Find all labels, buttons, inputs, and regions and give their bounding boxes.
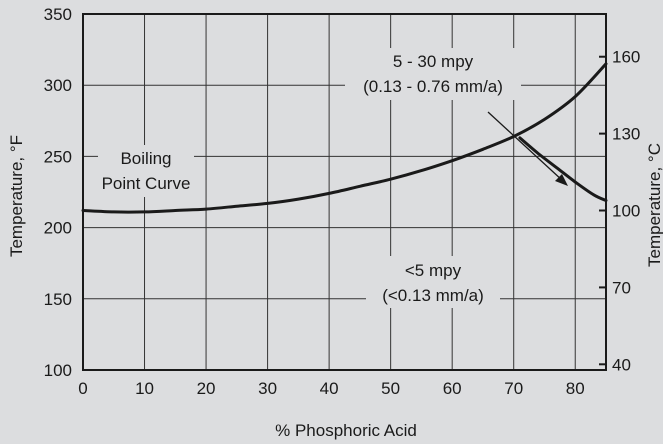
annotation-high-line-2: (0.13 - 0.76 mm/a) — [363, 77, 503, 96]
y-tick-label-left: 350 — [44, 5, 72, 24]
annotation-low-line-2: (<0.13 mm/a) — [382, 286, 484, 305]
x-tick-label: 20 — [197, 379, 216, 398]
annotation-boiling-line-1: Boiling — [120, 149, 171, 168]
y-tick-label-left: 200 — [44, 219, 72, 238]
tick-labels: 0 10 20 30 40 50 60 70 80 100 150 200 250 300 350 40 70 1… — [44, 5, 641, 398]
annotation-boiling-point: Boiling Point Curve — [102, 149, 191, 193]
y-tick-label-right: 160 — [612, 48, 640, 67]
annotation-background — [366, 256, 500, 308]
x-tick-label: 50 — [381, 379, 400, 398]
y-axis-label-right: Temperature, °C — [645, 143, 663, 267]
annotation-boiling-line-2: Point Curve — [102, 174, 191, 193]
x-tick-label: 30 — [258, 379, 277, 398]
annotation-arrow-head — [555, 174, 568, 186]
y-tick-label-right: 40 — [612, 355, 631, 374]
y-tick-label-left: 300 — [44, 76, 72, 95]
x-axis-label: % Phosphoric Acid — [275, 421, 417, 440]
series-layer — [81, 62, 608, 214]
y-axis-label-left: Temperature, °F — [7, 135, 26, 257]
plot-frame — [82, 13, 607, 371]
x-tick-label: 70 — [504, 379, 523, 398]
x-tick-label: 0 — [78, 379, 87, 398]
annotation-background — [345, 48, 521, 100]
annotation-low-line-1: <5 mpy — [405, 261, 462, 280]
annotation-high-line-1: 5 - 30 mpy — [393, 52, 474, 71]
y-tick-label-left: 250 — [44, 147, 72, 166]
y-tick-label-right: 130 — [612, 125, 640, 144]
y-tick-label-right: 100 — [612, 202, 640, 221]
boiling-point-curve — [81, 62, 608, 214]
x-tick-label: 40 — [320, 379, 339, 398]
corrosion-boundary-curve — [518, 136, 608, 202]
annotation-background — [98, 145, 194, 197]
y-tick-label-left: 150 — [44, 290, 72, 309]
x-tick-label: 80 — [566, 379, 585, 398]
y-tick-label-left: 100 — [44, 361, 72, 380]
annotation-corrosion-high: 5 - 30 mpy (0.13 - 0.76 mm/a) — [363, 52, 503, 96]
y-tick-label-right: 70 — [612, 278, 631, 297]
annotation-corrosion-low: <5 mpy (<0.13 mm/a) — [382, 261, 484, 305]
x-tick-label: 10 — [135, 379, 154, 398]
x-tick-label: 60 — [443, 379, 462, 398]
annotation-backgrounds — [98, 48, 521, 308]
annotation-arrow-shaft — [487, 111, 564, 182]
